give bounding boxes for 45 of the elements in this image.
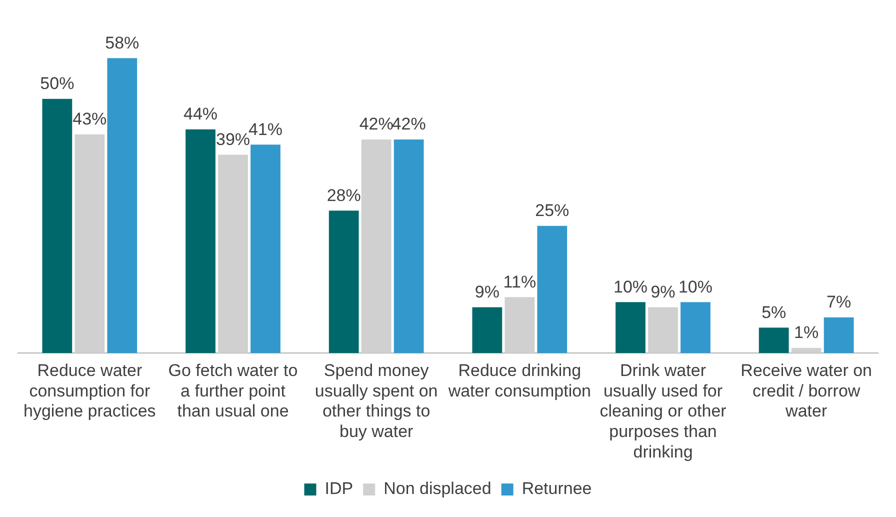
legend-label: IDP (324, 479, 354, 498)
data-label: 39% (216, 130, 250, 149)
bar (361, 140, 392, 353)
data-label: 28% (326, 186, 361, 205)
bar (791, 348, 822, 353)
data-label: 43% (72, 110, 107, 129)
data-label: 7% (826, 292, 852, 312)
data-label: 9% (474, 282, 500, 302)
x-tick-label: Spend money usually spent on other things to buy water (314, 360, 438, 442)
bar (74, 134, 105, 353)
data-label: 10% (678, 277, 713, 296)
data-label: 10% (613, 277, 648, 296)
data-label: 9% (650, 282, 676, 302)
bar (186, 129, 216, 353)
data-label: 41% (248, 120, 283, 139)
data-label: 58% (105, 33, 140, 52)
bar (107, 58, 138, 353)
bar (680, 302, 710, 353)
bar (758, 328, 789, 353)
bar (504, 297, 535, 353)
data-label: 42% (359, 114, 394, 134)
data-label: 44% (183, 104, 218, 124)
data-label: 42% (392, 114, 426, 134)
bar (328, 210, 359, 353)
legend-label: Non displaced (384, 479, 492, 498)
bar (472, 307, 502, 353)
bar (42, 98, 72, 353)
x-tick-label: Receive water on credit / borrow water (740, 360, 872, 421)
bar (824, 317, 854, 353)
data-label: 1% (794, 323, 819, 342)
bar (250, 144, 280, 353)
data-label: 25% (535, 201, 570, 220)
bar (218, 154, 248, 353)
x-tick-label: Reduce drinking water consumption (447, 360, 592, 400)
x-tick-label: Drink water usually used for cleaning or other purposes than drinking (600, 360, 727, 462)
legend-label: Returnee (522, 479, 592, 498)
bar (648, 307, 678, 353)
data-label: 50% (40, 74, 74, 94)
data-label: 11% (503, 272, 536, 292)
x-tick-label: Go fetch water to a further point than usual one (168, 360, 298, 421)
bar (537, 226, 568, 353)
data-label: 5% (762, 302, 786, 322)
x-tick-label: Reduce water consumption for hygiene practices (24, 360, 156, 421)
bar (394, 140, 424, 353)
bar (616, 302, 646, 353)
